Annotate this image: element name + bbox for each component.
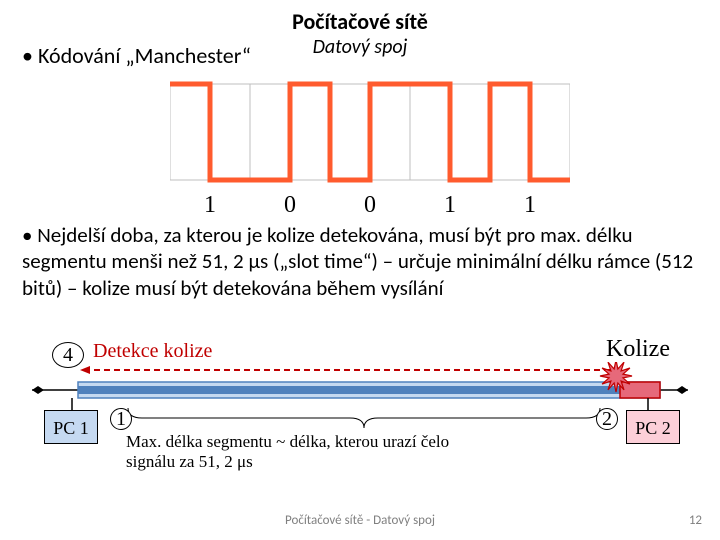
bit-label: 1 [524,192,536,219]
bit-label: 0 [284,192,296,219]
kolize-label: Kolize [606,336,670,363]
bit-labels: 1 0 0 1 1 [170,192,570,220]
pc1-box: PC 1 [44,410,98,444]
page-title: Počítačové sítě [0,8,720,35]
step-1-circle: 1 [110,408,132,430]
step-2-circle: 2 [596,408,618,430]
page-number: 12 [689,513,702,528]
bit-label: 1 [444,192,456,219]
segment-diagram [28,362,692,442]
detekce-kolize-label: Detekce kolize [93,340,212,363]
bullet-collision-text: Nejdelší doba, za kterou je kolize detek… [22,222,700,301]
segment-caption: Max. délka segmentu ~ délka, kterou uraz… [126,432,466,473]
bit-label: 0 [364,192,376,219]
bullet-manchester: Kódování „Manchester“ [22,42,251,69]
pc2-box: PC 2 [626,410,680,444]
bit-label: 1 [204,192,216,219]
manchester-waveform [170,78,570,186]
footer-text: Počítačové sítě - Datový spoj [0,513,720,528]
